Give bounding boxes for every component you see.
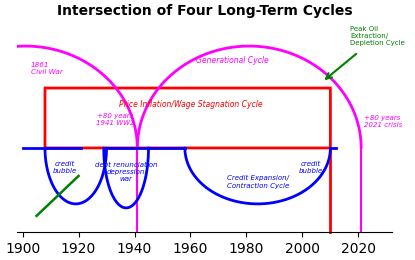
Text: Generational Cycle: Generational Cycle bbox=[196, 56, 269, 64]
Text: 1861
Civil War: 1861 Civil War bbox=[31, 62, 63, 75]
Title: Intersection of Four Long-Term Cycles: Intersection of Four Long-Term Cycles bbox=[57, 4, 352, 18]
Text: +80 years
1941 WW2: +80 years 1941 WW2 bbox=[96, 114, 134, 127]
Text: +80 years
2021 crisis: +80 years 2021 crisis bbox=[364, 115, 402, 128]
Text: Credit Expansion/
Contraction Cycle: Credit Expansion/ Contraction Cycle bbox=[227, 175, 289, 188]
Text: debt renunciation
depression
war: debt renunciation depression war bbox=[95, 162, 157, 182]
Text: Peak Oil
Extraction/
Depletion Cycle: Peak Oil Extraction/ Depletion Cycle bbox=[350, 26, 405, 46]
Text: credit
bubble: credit bubble bbox=[52, 161, 77, 174]
Text: Price Inflation/Wage Stagnation Cycle: Price Inflation/Wage Stagnation Cycle bbox=[119, 100, 262, 108]
Text: credit
bubble: credit bubble bbox=[299, 161, 323, 174]
